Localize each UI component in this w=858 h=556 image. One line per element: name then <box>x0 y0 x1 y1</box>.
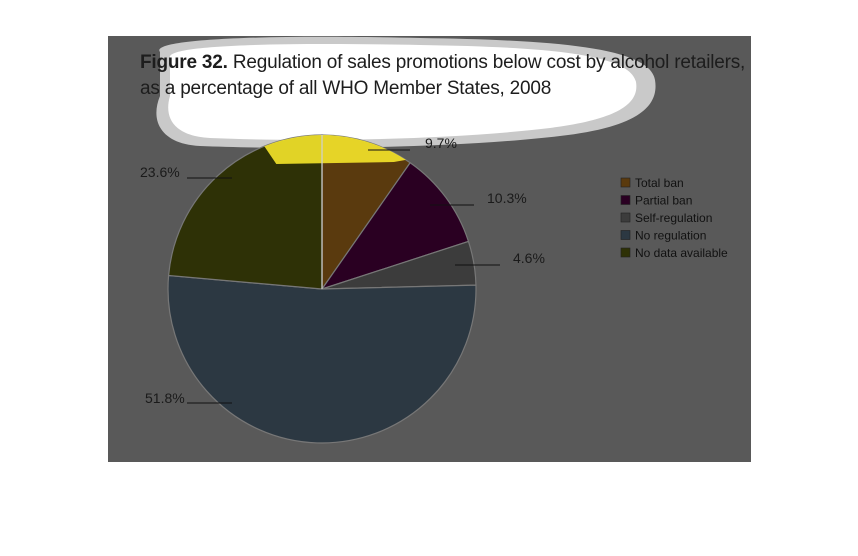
data-label: 9.7% <box>425 135 457 151</box>
legend-swatch <box>620 212 631 223</box>
legend-label: No regulation <box>635 229 706 243</box>
figure-title: Regulation of sales promotions below cos… <box>232 52 746 73</box>
data-label: 10.3% <box>487 190 527 206</box>
legend-swatch <box>620 177 631 188</box>
pie-slice-no-regulation <box>167 274 477 444</box>
legend-label: No data available <box>635 246 728 260</box>
legend-label: Total ban <box>635 176 684 190</box>
pie-highlight <box>264 135 406 164</box>
legend-label: Self-regulation <box>635 211 712 225</box>
chart-title-line1: Figure 32. Regulation of sales promotion… <box>140 52 745 74</box>
data-label: 4.6% <box>513 250 545 266</box>
legend-swatch <box>620 230 631 240</box>
legend-swatch <box>620 247 631 258</box>
chart-title-line2: as a percentage of all WHO Member States… <box>140 78 552 99</box>
legend-label: Partial ban <box>635 194 692 208</box>
figure-number: Figure 32. <box>140 52 228 73</box>
pie-slice-partial-ban <box>320 161 470 291</box>
legend-swatch <box>620 195 631 205</box>
data-label: 23.6% <box>140 164 180 180</box>
data-label: 51.8% <box>145 390 185 406</box>
